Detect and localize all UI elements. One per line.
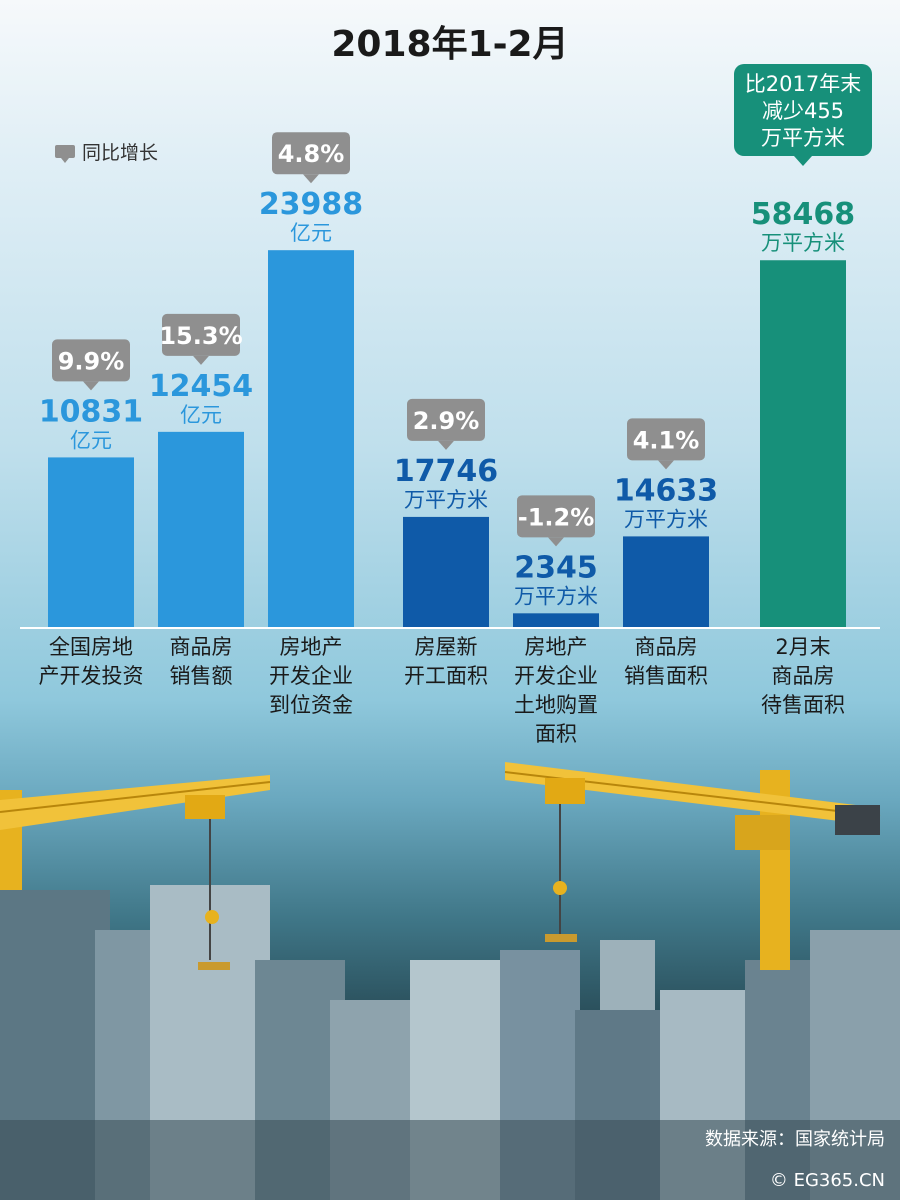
crane-right-illustration	[504, 762, 881, 970]
category-label-line: 商品房	[772, 664, 835, 688]
legend: 同比增长	[55, 142, 158, 164]
note-callout	[734, 64, 872, 156]
growth-rate-label: 9.9%	[58, 347, 125, 375]
city-skyline-illustration	[0, 885, 900, 1200]
bar-value-label: 23988	[259, 187, 363, 222]
category-label-line: 商品房	[170, 635, 233, 659]
category-label-line: 土地购置	[514, 693, 598, 717]
copyright: © EG365.CN	[770, 1170, 885, 1191]
category-label-line: 开发企业	[514, 664, 598, 688]
category-label-line: 产开发投资	[39, 664, 144, 688]
growth-badge-pointer-icon	[193, 355, 209, 365]
note-line: 万平方米	[761, 126, 845, 150]
bar-unit-label: 万平方米	[761, 231, 845, 255]
bar-unit-label: 万平方米	[624, 507, 708, 531]
note-callout-pointer-icon	[794, 156, 812, 166]
bar	[760, 260, 846, 628]
growth-badge	[272, 132, 350, 175]
bars-layer: 亿元108319.9%全国房地产开发投资亿元1245415.3%商品房销售额亿元…	[39, 64, 872, 746]
growth-rate-label: -1.2%	[518, 503, 595, 531]
category-label-line: 开工面积	[404, 664, 488, 688]
bar-unit-label: 万平方米	[404, 488, 488, 512]
category-label-line: 房屋新	[415, 635, 478, 659]
bar	[403, 516, 489, 628]
category-label-line: 到位资金	[269, 693, 353, 717]
bar-value-label: 14633	[614, 473, 718, 508]
bar-unit-label: 亿元	[180, 403, 222, 427]
growth-badge-pointer-icon	[83, 381, 99, 391]
growth-badge	[517, 495, 595, 538]
data-source: 数据来源：国家统计局	[705, 1129, 885, 1150]
bar-unit-label: 万平方米	[514, 584, 598, 608]
bar-value-label: 12454	[149, 369, 253, 404]
category-label-line: 面积	[535, 722, 577, 746]
category-label-line: 房地产	[280, 635, 343, 659]
growth-badge-pointer-icon	[658, 460, 674, 470]
bar-value-label: 17746	[394, 454, 498, 489]
category-label-line: 待售面积	[761, 693, 845, 717]
growth-rate-label: 4.8%	[278, 140, 345, 168]
legend-badge-pointer-icon	[61, 158, 69, 163]
chart-title: 2018年1-2月	[331, 24, 568, 65]
bar-value-label: 10831	[39, 394, 143, 429]
growth-badge-pointer-icon	[303, 174, 319, 184]
bar	[623, 536, 709, 628]
bar	[158, 431, 244, 628]
category-label-line: 全国房地	[49, 635, 133, 659]
crane-left-illustration	[0, 775, 271, 970]
bar	[268, 250, 354, 628]
category-label-line: 2月末	[775, 635, 830, 659]
legend-badge-icon	[55, 145, 75, 158]
growth-rate-label: 15.3%	[159, 322, 242, 350]
bar-unit-label: 亿元	[70, 428, 112, 452]
growth-badge	[627, 418, 705, 461]
growth-badge	[162, 313, 240, 356]
category-label-line: 开发企业	[269, 664, 353, 688]
growth-badge-pointer-icon	[438, 440, 454, 450]
legend-label: 同比增长	[82, 142, 158, 164]
note-line: 比2017年末	[745, 72, 861, 96]
growth-rate-label: 2.9%	[413, 407, 480, 435]
bar-value-label: 58468	[751, 197, 855, 232]
bar	[48, 457, 134, 628]
growth-rate-label: 4.1%	[633, 426, 700, 454]
growth-badge	[407, 398, 485, 441]
bar	[513, 613, 599, 628]
category-label-line: 销售面积	[624, 664, 708, 688]
category-label-line: 房地产	[525, 635, 588, 659]
bar-unit-label: 亿元	[290, 221, 332, 245]
note-line: 减少455	[762, 99, 844, 123]
category-label-line: 销售额	[170, 664, 233, 688]
category-label-line: 商品房	[635, 635, 698, 659]
growth-badge	[52, 339, 130, 382]
bar-value-label: 2345	[514, 550, 598, 585]
growth-badge-pointer-icon	[548, 537, 564, 547]
